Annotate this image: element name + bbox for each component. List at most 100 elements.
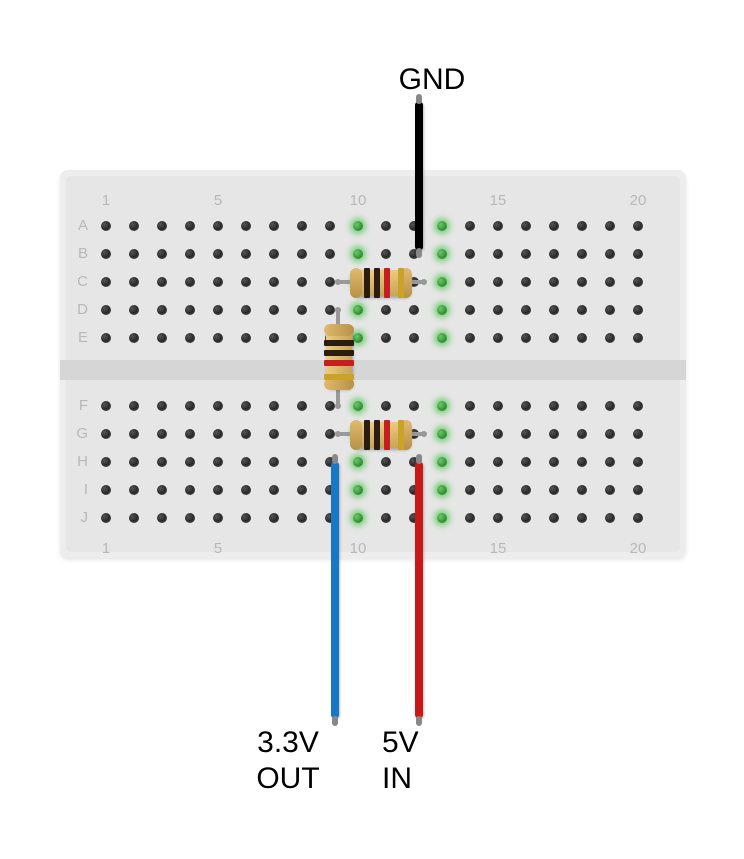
tie-point-J10 <box>353 513 363 523</box>
tie-point-I13 <box>437 485 447 495</box>
tie-point-G14 <box>465 429 475 439</box>
row-label-A: A <box>74 217 88 234</box>
tie-point-E6 <box>241 333 251 343</box>
tie-point-D11 <box>381 305 391 315</box>
tie-point-H15 <box>493 457 503 467</box>
tie-point-D15 <box>493 305 503 315</box>
wire-3v3 <box>331 462 339 718</box>
tie-point-B4 <box>185 249 195 259</box>
tie-point-I14 <box>465 485 475 495</box>
tie-point-H5 <box>213 457 223 467</box>
tie-point-D3 <box>157 305 167 315</box>
tie-point-F6 <box>241 401 251 411</box>
tie-point-H19 <box>605 457 615 467</box>
tie-point-C2 <box>129 277 139 287</box>
wire-5v-tip <box>416 716 422 726</box>
tie-point-B9 <box>325 249 335 259</box>
col-label-top-15: 15 <box>488 192 508 209</box>
tie-point-I19 <box>605 485 615 495</box>
tie-point-C4 <box>185 277 195 287</box>
tie-point-J16 <box>521 513 531 523</box>
tie-point-F10 <box>353 401 363 411</box>
tie-point-D1 <box>101 305 111 315</box>
tie-point-E20 <box>633 333 643 343</box>
tie-point-C9 <box>325 277 335 287</box>
tie-point-A17 <box>549 221 559 231</box>
tie-point-C15 <box>493 277 503 287</box>
tie-point-H3 <box>157 457 167 467</box>
row-label-B: B <box>74 245 88 262</box>
wire-gnd-tip <box>416 94 422 104</box>
tie-point-A16 <box>521 221 531 231</box>
resistor-band <box>324 374 354 380</box>
col-label-top-1: 1 <box>96 192 116 209</box>
tie-point-E13 <box>437 333 447 343</box>
tie-point-A2 <box>129 221 139 231</box>
tie-point-A20 <box>633 221 643 231</box>
tie-point-F1 <box>101 401 111 411</box>
tie-point-I10 <box>353 485 363 495</box>
tie-point-D13 <box>437 305 447 315</box>
tie-point-E2 <box>129 333 139 343</box>
tie-point-F8 <box>297 401 307 411</box>
tie-point-A11 <box>381 221 391 231</box>
tie-point-D9 <box>325 305 335 315</box>
tie-point-G3 <box>157 429 167 439</box>
tie-point-F3 <box>157 401 167 411</box>
tie-point-I17 <box>549 485 559 495</box>
tie-point-B6 <box>241 249 251 259</box>
row-label-C: C <box>74 273 88 290</box>
tie-point-J2 <box>129 513 139 523</box>
tie-point-F14 <box>465 401 475 411</box>
wire-5v <box>415 462 423 718</box>
tie-point-B17 <box>549 249 559 259</box>
tie-point-E1 <box>101 333 111 343</box>
col-label-top-10: 10 <box>348 192 368 209</box>
tie-point-G19 <box>605 429 615 439</box>
tie-point-D2 <box>129 305 139 315</box>
tie-point-E12 <box>409 333 419 343</box>
row-label-J: J <box>74 509 88 526</box>
tie-point-B2 <box>129 249 139 259</box>
row-label-F: F <box>74 397 88 414</box>
tie-point-B15 <box>493 249 503 259</box>
tie-point-F4 <box>185 401 195 411</box>
col-label-bottom-15: 15 <box>488 540 508 557</box>
tie-point-I7 <box>269 485 279 495</box>
tie-point-D6 <box>241 305 251 315</box>
resistor-band <box>374 268 380 298</box>
tie-point-A8 <box>297 221 307 231</box>
tie-point-F16 <box>521 401 531 411</box>
tie-point-E5 <box>213 333 223 343</box>
tie-point-H16 <box>521 457 531 467</box>
label-3v3-line1: 3.3V <box>257 726 319 759</box>
col-label-top-5: 5 <box>208 192 228 209</box>
tie-point-H8 <box>297 457 307 467</box>
tie-point-C14 <box>465 277 475 287</box>
wire-gnd-tip <box>416 248 422 258</box>
tie-point-B14 <box>465 249 475 259</box>
tie-point-C18 <box>577 277 587 287</box>
tie-point-B5 <box>213 249 223 259</box>
resistor-band <box>324 340 354 346</box>
wire-3v3-tip <box>332 454 338 464</box>
tie-point-B11 <box>381 249 391 259</box>
tie-point-E7 <box>269 333 279 343</box>
tie-point-I2 <box>129 485 139 495</box>
tie-point-C19 <box>605 277 615 287</box>
tie-point-I1 <box>101 485 111 495</box>
tie-point-F12 <box>409 401 419 411</box>
tie-point-F18 <box>577 401 587 411</box>
tie-point-C3 <box>157 277 167 287</box>
col-label-bottom-1: 1 <box>96 540 116 557</box>
tie-point-I16 <box>521 485 531 495</box>
tie-point-G2 <box>129 429 139 439</box>
tie-point-G9 <box>325 429 335 439</box>
tie-point-C6 <box>241 277 251 287</box>
tie-point-D10 <box>353 305 363 315</box>
tie-point-D16 <box>521 305 531 315</box>
tie-point-E15 <box>493 333 503 343</box>
tie-point-A7 <box>269 221 279 231</box>
tie-point-B19 <box>605 249 615 259</box>
gnd-label: GND <box>392 62 472 98</box>
